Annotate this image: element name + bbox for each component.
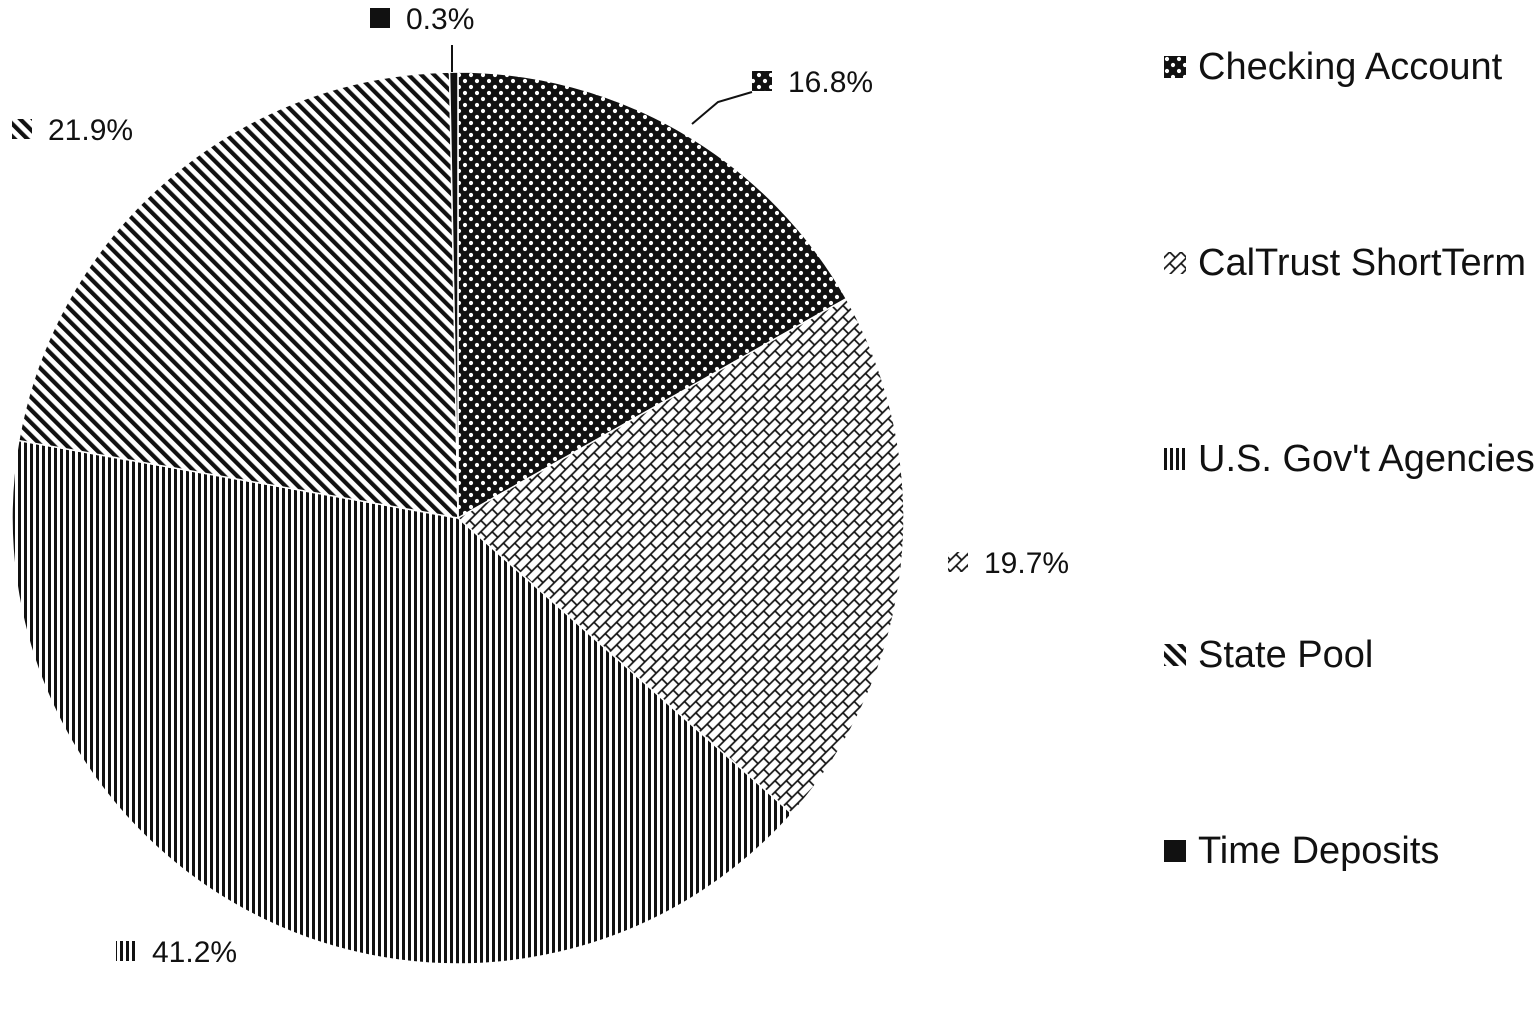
data-label-swatch-state-pool: [12, 119, 32, 139]
data-label-time-deposits: 0.3%: [406, 3, 474, 36]
legend-swatch-state-pool: [1164, 644, 1186, 666]
pie-slice-state-pool: [17, 71, 459, 519]
legend-label-state-pool: State Pool: [1198, 634, 1374, 676]
pie-slice-checking-account: [457, 71, 848, 520]
leader-line-checking-account: [691, 91, 753, 125]
pie-chart: 16.8% 19.7% 41.2% 21.9% 0.3% Checking Accoun…: [11, 3, 1535, 969]
legend-label-time-deposits: Time Deposits: [1198, 830, 1440, 872]
pie-slice-us-govt-agencies: [11, 439, 793, 965]
data-label-swatch-time-deposits: [370, 8, 390, 28]
legend-item-caltrust-shortterm: CalTrust ShortTerm: [1164, 236, 1534, 432]
legend-swatch-us-govt-agencies: [1164, 448, 1186, 470]
data-label-caltrust-shortterm: 19.7%: [984, 547, 1069, 580]
data-label-state-pool: 21.9%: [48, 114, 133, 147]
pie-slices: [11, 71, 905, 965]
legend-item-state-pool: State Pool: [1164, 628, 1534, 824]
legend-swatch-checking-account: [1164, 56, 1186, 78]
pie-chart-canvas: 16.8% 19.7% 41.2% 21.9% 0.3%: [11, 3, 1069, 969]
pie-slice-time-deposits: [448, 71, 459, 519]
data-label-swatch-caltrust-shortterm: [948, 552, 968, 572]
legend-label-caltrust-shortterm: CalTrust ShortTerm: [1198, 242, 1526, 284]
leader-lines: [451, 45, 753, 125]
legend-item-checking-account: Checking Account: [1164, 40, 1534, 236]
pie-slice-caltrust-shortterm: [456, 297, 905, 815]
data-label-checking-account: 16.8%: [788, 66, 873, 99]
legend-label-checking-account: Checking Account: [1198, 46, 1503, 88]
legend-item-time-deposits: Time Deposits: [1164, 824, 1534, 1020]
legend: Checking Account CalTrust ShortTerm U.S. G…: [1164, 40, 1535, 1020]
data-label-us-govt-agencies: 41.2%: [152, 936, 237, 969]
legend-item-us-govt-agencies: U.S. Gov't Agencies: [1164, 432, 1535, 628]
data-label-swatch-us-govt-agencies: [116, 941, 136, 961]
legend-swatch-caltrust-shortterm: [1164, 252, 1186, 274]
data-label-swatch-checking-account: [752, 71, 772, 91]
legend-label-us-govt-agencies: U.S. Gov't Agencies: [1198, 438, 1535, 480]
data-labels: 16.8% 19.7% 41.2% 21.9% 0.3%: [12, 3, 1069, 969]
legend-swatch-time-deposits: [1164, 840, 1186, 862]
